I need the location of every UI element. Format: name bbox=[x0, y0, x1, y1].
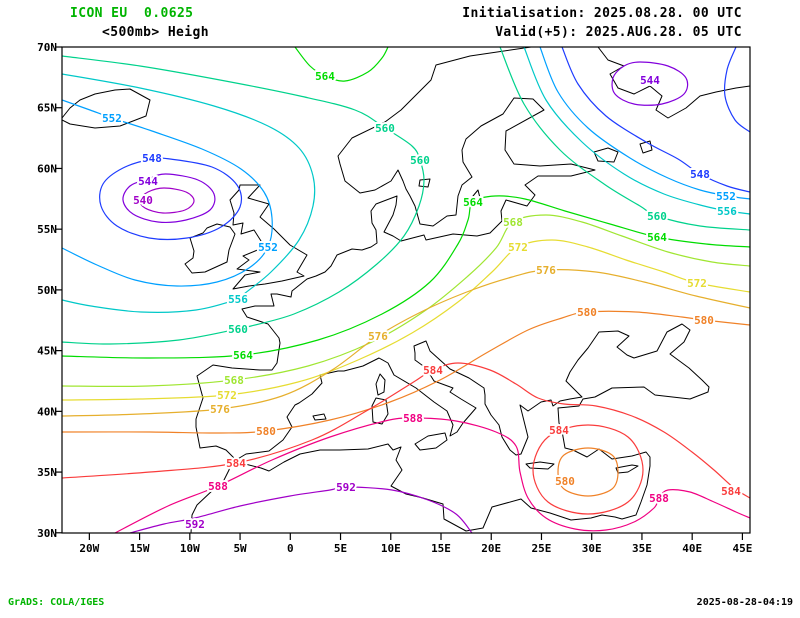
svg-text:576: 576 bbox=[368, 330, 388, 343]
svg-text:544: 544 bbox=[138, 175, 158, 188]
svg-text:15W: 15W bbox=[130, 542, 150, 555]
svg-text:70N: 70N bbox=[37, 41, 57, 54]
svg-text:564: 564 bbox=[463, 196, 483, 209]
svg-text:45E: 45E bbox=[732, 542, 752, 555]
svg-text:560: 560 bbox=[647, 210, 667, 223]
svg-text:592: 592 bbox=[185, 518, 205, 531]
svg-text:544: 544 bbox=[640, 74, 660, 87]
axis-ticks bbox=[55, 46, 744, 540]
contour-labels: 552 548 544 540 564 560 560 544 548 552 556 560 564 5… bbox=[100, 68, 743, 533]
svg-text:552: 552 bbox=[102, 112, 122, 125]
svg-text:572: 572 bbox=[217, 389, 237, 402]
lon-axis-labels: 20W 15W 10W 5W 0 5E 10E 15E 20E 25E 30E 35E 40E 45E bbox=[79, 542, 752, 555]
lat-axis-labels: 70N 65N 60N 55N 50N 45N 40N 35N 30N bbox=[37, 41, 57, 540]
svg-text:540: 540 bbox=[133, 194, 153, 207]
init-time: Initialisation: 2025.08.28. 00 UTC bbox=[462, 6, 742, 21]
svg-text:45N: 45N bbox=[37, 345, 57, 358]
svg-text:0: 0 bbox=[287, 542, 294, 555]
svg-text:580: 580 bbox=[256, 425, 276, 438]
svg-text:560: 560 bbox=[375, 122, 395, 135]
plot-frame bbox=[61, 46, 751, 534]
coastlines bbox=[62, 47, 750, 533]
svg-text:5W: 5W bbox=[233, 542, 247, 555]
creation-timestamp: 2025-08-28-04:19 bbox=[696, 597, 793, 608]
svg-text:20W: 20W bbox=[79, 542, 99, 555]
svg-text:564: 564 bbox=[647, 231, 667, 244]
svg-text:576: 576 bbox=[210, 403, 230, 416]
svg-text:580: 580 bbox=[694, 314, 714, 327]
svg-text:568: 568 bbox=[503, 216, 523, 229]
svg-text:560: 560 bbox=[228, 323, 248, 336]
svg-text:556: 556 bbox=[228, 293, 248, 306]
svg-text:548: 548 bbox=[690, 168, 710, 181]
model-title: ICON EU 0.0625 bbox=[70, 6, 194, 21]
svg-text:584: 584 bbox=[721, 485, 741, 498]
svg-text:564: 564 bbox=[233, 349, 253, 362]
svg-text:10E: 10E bbox=[381, 542, 401, 555]
svg-text:25E: 25E bbox=[532, 542, 552, 555]
svg-text:592: 592 bbox=[336, 481, 356, 494]
svg-text:20E: 20E bbox=[481, 542, 501, 555]
svg-text:564: 564 bbox=[315, 70, 335, 83]
svg-text:556: 556 bbox=[717, 205, 737, 218]
svg-text:552: 552 bbox=[716, 190, 736, 203]
svg-text:40E: 40E bbox=[682, 542, 702, 555]
svg-text:588: 588 bbox=[208, 480, 228, 493]
svg-text:65N: 65N bbox=[37, 102, 57, 115]
svg-text:580: 580 bbox=[555, 475, 575, 488]
svg-text:55N: 55N bbox=[37, 223, 57, 236]
svg-text:560: 560 bbox=[410, 154, 430, 167]
svg-text:30N: 30N bbox=[37, 527, 57, 540]
field-title: <500mb> Heigh bbox=[102, 25, 209, 40]
svg-text:10W: 10W bbox=[180, 542, 200, 555]
svg-text:15E: 15E bbox=[431, 542, 451, 555]
svg-text:35N: 35N bbox=[37, 466, 57, 479]
svg-text:568: 568 bbox=[224, 374, 244, 387]
svg-text:572: 572 bbox=[687, 277, 707, 290]
svg-text:584: 584 bbox=[423, 364, 443, 377]
svg-text:572: 572 bbox=[508, 241, 528, 254]
svg-text:580: 580 bbox=[577, 306, 597, 319]
svg-text:552: 552 bbox=[258, 241, 278, 254]
svg-text:584: 584 bbox=[226, 457, 246, 470]
svg-text:588: 588 bbox=[403, 412, 423, 425]
svg-text:576: 576 bbox=[536, 264, 556, 277]
grads-credit: GrADS: COLA/IGES bbox=[8, 597, 105, 608]
valid-time: Valid(+5): 2025.AUG.28. 05 UTC bbox=[495, 25, 742, 40]
svg-text:35E: 35E bbox=[632, 542, 652, 555]
svg-text:50N: 50N bbox=[37, 284, 57, 297]
svg-text:30E: 30E bbox=[582, 542, 602, 555]
svg-text:60N: 60N bbox=[37, 162, 57, 175]
contour-lines bbox=[62, 47, 750, 533]
svg-text:584: 584 bbox=[549, 424, 569, 437]
svg-text:40N: 40N bbox=[37, 405, 57, 418]
svg-text:588: 588 bbox=[649, 492, 669, 505]
svg-text:5E: 5E bbox=[334, 542, 347, 555]
svg-text:548: 548 bbox=[142, 152, 162, 165]
